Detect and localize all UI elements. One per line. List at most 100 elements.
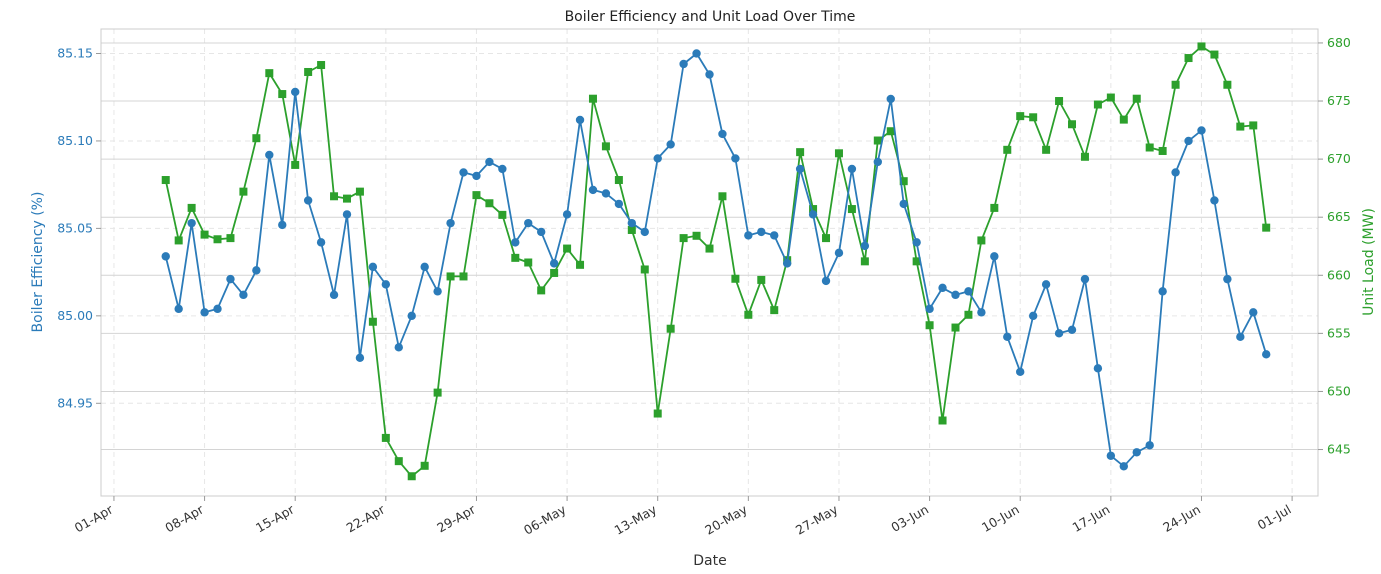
boiler-efficiency-point [485, 157, 494, 167]
grid [101, 29, 1318, 496]
unit-load-point [317, 61, 326, 70]
boiler-efficiency-point [524, 218, 533, 228]
boiler-efficiency-point [951, 290, 960, 300]
boiler-efficiency-point [355, 353, 365, 363]
boiler-efficiency-point [964, 287, 973, 296]
unit-load-point [847, 205, 856, 214]
series-boiler-efficiency [161, 49, 1271, 471]
boiler-efficiency-point [446, 218, 455, 228]
y-right-tick-label: 655 [1327, 325, 1351, 340]
unit-load-point [213, 235, 222, 244]
y-right-tick-label: 670 [1327, 151, 1351, 166]
unit-load-point [1223, 80, 1232, 89]
unit-load-point [886, 127, 895, 136]
boiler-efficiency-point [744, 231, 753, 240]
boiler-efficiency-point [770, 231, 779, 240]
boiler-efficiency-point [1119, 462, 1128, 471]
unit-load-point [187, 203, 196, 212]
y-left-tick-label: 85.10 [57, 133, 93, 148]
boiler-efficiency-point [925, 304, 934, 314]
unit-load-point [822, 234, 831, 243]
unit-load-point [459, 272, 468, 281]
boiler-efficiency-point [1197, 126, 1206, 135]
unit-load-point [757, 275, 766, 284]
unit-load-point [511, 253, 520, 262]
boiler-efficiency-point [653, 154, 662, 163]
unit-load-point [925, 321, 934, 330]
y-axis-left-label: Boiler Efficiency (%) [30, 192, 46, 333]
unit-load-point [1093, 100, 1102, 109]
boiler-efficiency-point [692, 49, 701, 58]
unit-load-point [252, 134, 261, 143]
y-right-tick-label: 675 [1327, 93, 1351, 108]
boiler-efficiency-point [226, 274, 235, 284]
unit-load-point [226, 234, 235, 243]
unit-load-point [834, 149, 843, 158]
plot-frame [100, 28, 1319, 497]
unit-load-point [1249, 121, 1258, 130]
unit-load-point [899, 177, 908, 186]
unit-load-point [873, 136, 882, 145]
unit-load-point [485, 199, 494, 208]
boiler-efficiency-point [1041, 280, 1051, 289]
boiler-efficiency-point [316, 238, 326, 247]
unit-load-point [550, 268, 559, 277]
unit-load-point [1132, 94, 1141, 103]
unit-load-point [1184, 54, 1193, 63]
unit-load-point [951, 323, 960, 332]
boiler-efficiency-point [1080, 274, 1090, 284]
unit-load-point [524, 258, 533, 267]
boiler-efficiency-point [990, 252, 999, 261]
y-right-tick-label: 680 [1327, 35, 1351, 50]
boiler-efficiency-point [381, 280, 391, 289]
unit-load-point [1016, 112, 1025, 121]
unit-load-point [239, 187, 248, 196]
unit-load-point [1003, 145, 1012, 154]
unit-load-point [860, 257, 869, 266]
y-left-tick-label: 85.15 [57, 45, 93, 60]
unit-load-point [1042, 145, 1051, 154]
unit-load-point [588, 94, 597, 103]
unit-load-point [472, 191, 481, 200]
boiler-efficiency-point [938, 283, 947, 293]
unit-load-point [679, 234, 688, 243]
unit-load-point [1262, 223, 1271, 232]
series [161, 42, 1271, 481]
unit-load-point [1029, 113, 1038, 122]
unit-load-point [563, 244, 572, 253]
unit-load-point [744, 310, 753, 319]
y-axis-right-label: Unit Load (MW) [1361, 208, 1377, 316]
boiler-efficiency-line [164, 52, 1268, 468]
boiler-efficiency-point [873, 157, 883, 167]
unit-load-point [1119, 115, 1128, 124]
unit-load-point [394, 457, 403, 466]
boiler-efficiency-point [575, 115, 585, 125]
boiler-efficiency-point [1106, 451, 1116, 460]
boiler-efficiency-point [498, 164, 507, 174]
unit-load-point [809, 205, 818, 214]
boiler-efficiency-point [1210, 196, 1219, 205]
unit-load-point [692, 231, 701, 240]
unit-load-point [576, 260, 585, 269]
unit-load-point [342, 194, 351, 203]
boiler-efficiency-point [601, 189, 611, 198]
boiler-efficiency-point [821, 276, 831, 286]
boiler-efficiency-point [1132, 448, 1141, 457]
unit-load-point [1055, 97, 1064, 106]
y-left-tick-label: 85.05 [57, 220, 93, 235]
unit-load-point [1236, 122, 1245, 131]
boiler-efficiency-point [549, 259, 559, 268]
boiler-efficiency-point [666, 140, 675, 149]
unit-load-point [278, 90, 287, 99]
unit-load-point [1080, 152, 1089, 161]
unit-load-point [1210, 50, 1219, 59]
boiler-efficiency-point [329, 290, 339, 300]
unit-load-point [174, 236, 183, 245]
boiler-efficiency-point [1016, 367, 1025, 377]
unit-load-point [977, 236, 986, 245]
boiler-efficiency-point [459, 168, 468, 177]
unit-load-point [1068, 120, 1077, 129]
boiler-efficiency-point [614, 199, 624, 209]
unit-load-point [446, 272, 455, 281]
unit-load-point [265, 69, 274, 78]
